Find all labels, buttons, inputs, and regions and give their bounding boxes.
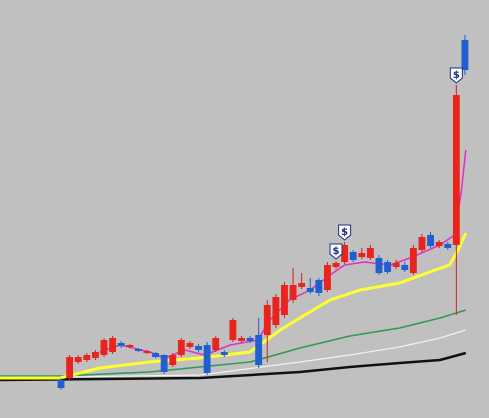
candle-body-down [220, 352, 228, 355]
moving-average-line [0, 329, 466, 379]
candle-body-down [427, 235, 434, 246]
signal-marker [449, 67, 463, 84]
candle-body-up [281, 285, 288, 315]
candle-body-up [126, 345, 134, 347]
candle-body-up [143, 351, 151, 353]
candle-body-up [109, 338, 117, 352]
candle-body-down [315, 280, 323, 293]
signal-label: $ [333, 246, 340, 257]
candle-body-up [229, 320, 237, 340]
candle-body-up [366, 248, 374, 258]
candle-body-down [246, 338, 254, 341]
candle-body-up [186, 343, 194, 347]
candle-body-up [341, 245, 349, 262]
candle-body-down [255, 335, 263, 365]
candle-body-up [409, 248, 417, 273]
moving-average-line [0, 351, 467, 382]
candle-body-down [384, 262, 392, 272]
candle-body-down [57, 380, 65, 388]
candle-body-up [177, 340, 185, 355]
candle-body-up [452, 95, 460, 245]
candle-body-up [83, 355, 91, 360]
candle-body-down [152, 353, 159, 357]
candle-body-up [418, 237, 426, 250]
candle-body-down [461, 40, 469, 70]
candle-body-up [212, 338, 220, 350]
candle-body-up [298, 283, 306, 287]
candle-body-down [203, 345, 211, 373]
candle-body-up [435, 242, 443, 246]
signal-label: $ [341, 227, 348, 238]
candle-body-up [358, 253, 366, 257]
candle-body-down [195, 346, 202, 350]
candle-body-down [117, 343, 125, 346]
candle-body-down [306, 288, 314, 292]
candle-body-down [401, 265, 409, 270]
candle-body-up [392, 263, 400, 267]
moving-average-line [0, 232, 468, 380]
signal-marker [338, 224, 352, 241]
candle-body-up [238, 338, 245, 341]
candle-body-up [169, 355, 177, 365]
candle-body-up [272, 297, 280, 325]
signal-label: $ [453, 70, 460, 81]
candle-body-down [375, 258, 383, 273]
candle-body-down [134, 349, 142, 351]
candle-body-up [91, 352, 99, 358]
signal-marker [329, 243, 343, 260]
candle-body-up [74, 357, 82, 362]
candle-body-up [263, 305, 271, 335]
candle-body-down [349, 252, 357, 260]
moving-average-line [0, 309, 467, 377]
candle-body-up [100, 340, 108, 355]
moving-average-line [99, 149, 467, 359]
candle-body-up [323, 265, 331, 290]
candle-body-up [66, 357, 74, 378]
candle-body-down [160, 355, 168, 372]
candle-body-up [332, 263, 340, 267]
candle-body-up [289, 285, 297, 300]
candle-body-down [444, 244, 452, 248]
